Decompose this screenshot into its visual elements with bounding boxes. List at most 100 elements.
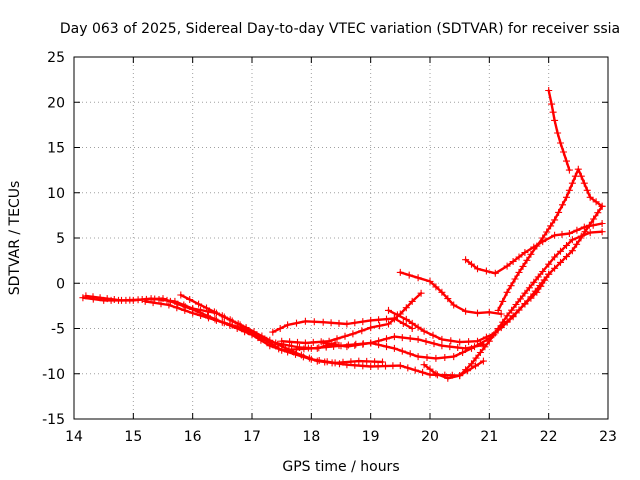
data-point — [359, 362, 367, 370]
data-point — [474, 265, 481, 273]
data-point — [534, 273, 542, 281]
data-point — [126, 296, 134, 304]
data-point — [274, 340, 282, 348]
data-point — [288, 342, 296, 350]
data-point — [174, 300, 182, 308]
data-point — [509, 258, 517, 265]
data-point — [118, 296, 125, 304]
data-point — [197, 312, 205, 319]
data-point — [573, 240, 581, 248]
data-point — [399, 320, 407, 327]
data-point — [503, 288, 511, 296]
data-point — [491, 269, 499, 277]
data-point — [580, 223, 588, 231]
data-point — [563, 193, 570, 201]
data-point — [335, 341, 343, 349]
data-point — [560, 148, 567, 156]
series-line — [84, 294, 384, 365]
data-point — [343, 343, 351, 351]
data-point — [462, 307, 470, 315]
data-point — [503, 312, 511, 320]
x-tick-label: 17 — [243, 429, 261, 445]
data-point — [343, 320, 351, 328]
y-tick-label: -10 — [42, 367, 65, 383]
data-point — [540, 276, 548, 284]
data-point — [438, 335, 446, 343]
data-point — [598, 220, 606, 227]
data-point — [414, 335, 422, 343]
data-point — [472, 362, 479, 370]
data-point — [521, 300, 529, 307]
data-point — [523, 256, 531, 264]
x-tick-label: 15 — [124, 429, 142, 445]
data-point — [390, 315, 398, 323]
series-track-12 — [494, 165, 606, 314]
data-point — [351, 361, 359, 369]
data-point — [482, 333, 490, 341]
data-point — [503, 262, 511, 270]
data-point — [96, 294, 104, 302]
data-point — [462, 256, 470, 264]
data-point — [343, 361, 351, 369]
data-point — [250, 328, 258, 336]
data-point — [429, 331, 437, 339]
data-point — [509, 313, 517, 321]
data-point — [82, 292, 90, 300]
data-point — [282, 344, 290, 352]
data-point — [468, 360, 475, 368]
data-point — [242, 324, 250, 332]
data-point — [385, 320, 392, 328]
data-point — [462, 366, 470, 374]
data-point — [577, 172, 585, 180]
data-point — [398, 347, 406, 355]
data-point — [89, 293, 97, 301]
data-point — [554, 129, 562, 137]
x-tick-label: 20 — [421, 429, 439, 445]
x-tick-label: 23 — [599, 429, 617, 445]
data-point — [551, 231, 559, 239]
y-axis-label: SDTVAR / TECUs — [7, 181, 23, 296]
data-point — [444, 295, 452, 303]
data-point — [476, 349, 484, 356]
series-track-4 — [177, 291, 487, 380]
data-point — [468, 260, 475, 268]
data-point — [563, 253, 570, 261]
data-point — [290, 348, 297, 356]
data-point — [258, 332, 266, 340]
data-point — [159, 295, 167, 303]
data-point — [438, 288, 446, 296]
data-point — [411, 366, 419, 374]
series-line — [280, 292, 423, 345]
data-point — [383, 315, 390, 323]
data-point — [151, 295, 159, 303]
data-point — [220, 319, 228, 327]
series-track-2 — [82, 292, 386, 367]
data-point — [315, 344, 323, 352]
data-point — [319, 318, 327, 326]
axis-ticks: 14 15 16 17 18 19 20 21 22 23 25 20 15 10 5 0 -5 -10 -15 — [42, 50, 617, 445]
data-point — [359, 318, 367, 326]
data-point — [390, 344, 398, 352]
data-point — [276, 325, 284, 332]
series-track-13 — [545, 87, 573, 174]
data-point — [393, 311, 401, 319]
data-point — [383, 335, 390, 343]
data-point — [420, 361, 428, 369]
data-point — [450, 301, 458, 309]
data-point — [515, 253, 523, 261]
series-track-8 — [385, 202, 606, 346]
data-point — [485, 308, 493, 316]
data-point — [517, 295, 524, 303]
data-point — [408, 319, 416, 327]
series-line — [271, 317, 414, 334]
data-point — [519, 262, 527, 270]
data-point — [432, 283, 440, 291]
data-point — [447, 337, 455, 345]
data-point — [563, 242, 570, 249]
data-point — [551, 216, 559, 224]
data-point — [586, 193, 594, 201]
data-point — [594, 209, 602, 217]
data-point — [530, 278, 538, 286]
data-point — [307, 344, 315, 352]
data-point — [446, 343, 454, 351]
